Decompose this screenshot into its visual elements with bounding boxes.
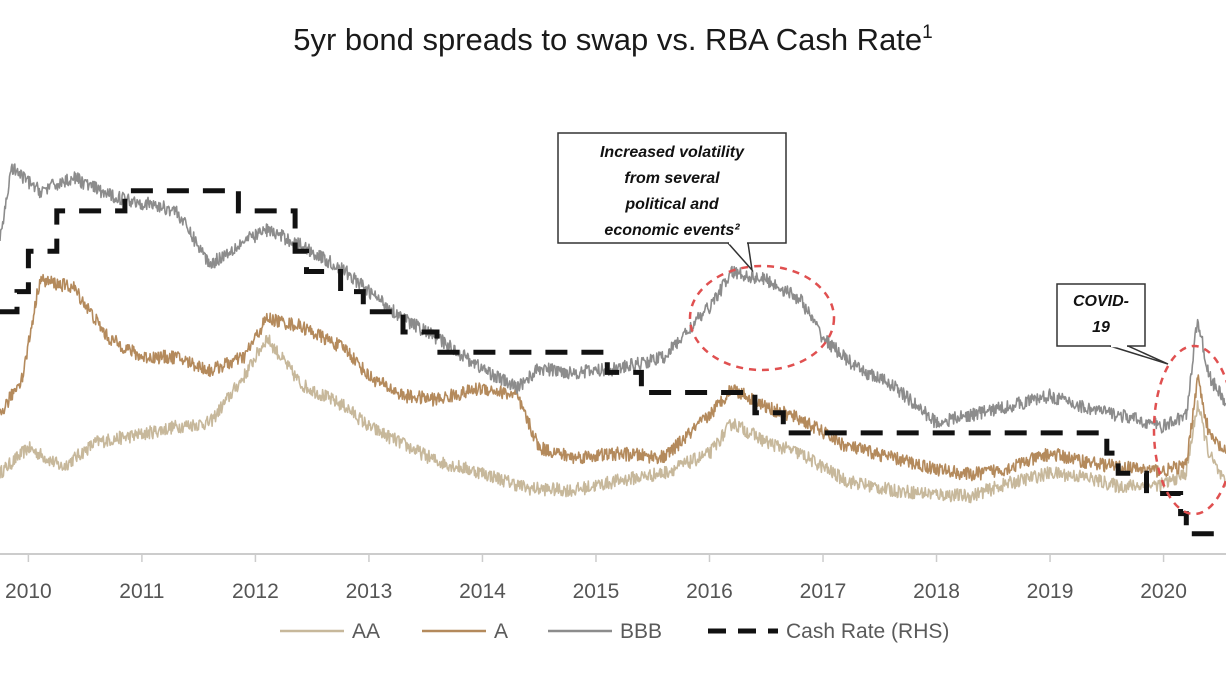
x-tick-label: 2013 [346, 580, 393, 603]
x-axis-ticks: 2010 2011 2012 2013 2014 2015 2016 2017 2018 2019… [5, 554, 1187, 603]
series-line [0, 188, 1226, 537]
legend-label: BBB [620, 620, 662, 643]
plot-area [0, 163, 1226, 537]
callout-box [1056, 283, 1146, 347]
x-tick-label: 2019 [1027, 580, 1074, 603]
x-tick-label: 2020 [1140, 580, 1187, 603]
legend-label: Cash Rate (RHS) [786, 620, 949, 643]
callout-text-line: from several [624, 170, 720, 187]
callout-box [557, 132, 787, 244]
callout-covid: COVID- 19 [1056, 283, 1169, 365]
legend-label: A [494, 620, 508, 643]
chart-title: 5yr bond spreads to swap vs. RBA Cash Ra… [293, 22, 933, 57]
legend-item-cash-rate-rhs: Cash Rate (RHS) [708, 620, 949, 643]
series-aa [0, 334, 1226, 504]
callout-text-line: economic events² [604, 222, 740, 239]
series-line [0, 334, 1226, 504]
callout-text-line: political and [624, 196, 720, 213]
series-a [0, 273, 1226, 482]
annotation-layer: Increased volatility from several politica… [557, 132, 1169, 365]
x-tick-label: 2015 [573, 580, 620, 603]
series-layer [0, 163, 1226, 537]
volatility-highlight-ellipse [688, 264, 836, 372]
legend: AA A BBB Cash Rate (RHS) [280, 620, 949, 643]
legend-item-bbb: BBB [548, 620, 662, 643]
legend-label: AA [352, 620, 380, 643]
callout-text-line: COVID- [1073, 293, 1129, 310]
x-tick-label: 2017 [800, 580, 847, 603]
callout-volatility: Increased volatility from several politica… [557, 132, 787, 273]
callout-pointer [1109, 345, 1169, 365]
x-tick-label: 2010 [5, 580, 52, 603]
callout-text-line: Increased volatility [600, 144, 745, 161]
series-line [0, 273, 1226, 482]
x-tick-label: 2014 [459, 580, 506, 603]
x-tick-label: 2018 [913, 580, 960, 603]
covid-highlight-ellipse [1152, 344, 1226, 516]
chart-title-superscript: 1 [922, 22, 933, 43]
legend-item-a: A [422, 620, 508, 643]
series-cash-rate-rhs [0, 188, 1226, 537]
x-tick-label: 2016 [686, 580, 733, 603]
chart-title-main: 5yr bond spreads to swap vs. RBA Cash Ra… [293, 22, 922, 57]
legend-item-aa: AA [280, 620, 380, 643]
x-tick-label: 2011 [119, 580, 164, 603]
x-tick-label: 2012 [232, 580, 279, 603]
callout-text-line: 19 [1092, 319, 1110, 336]
